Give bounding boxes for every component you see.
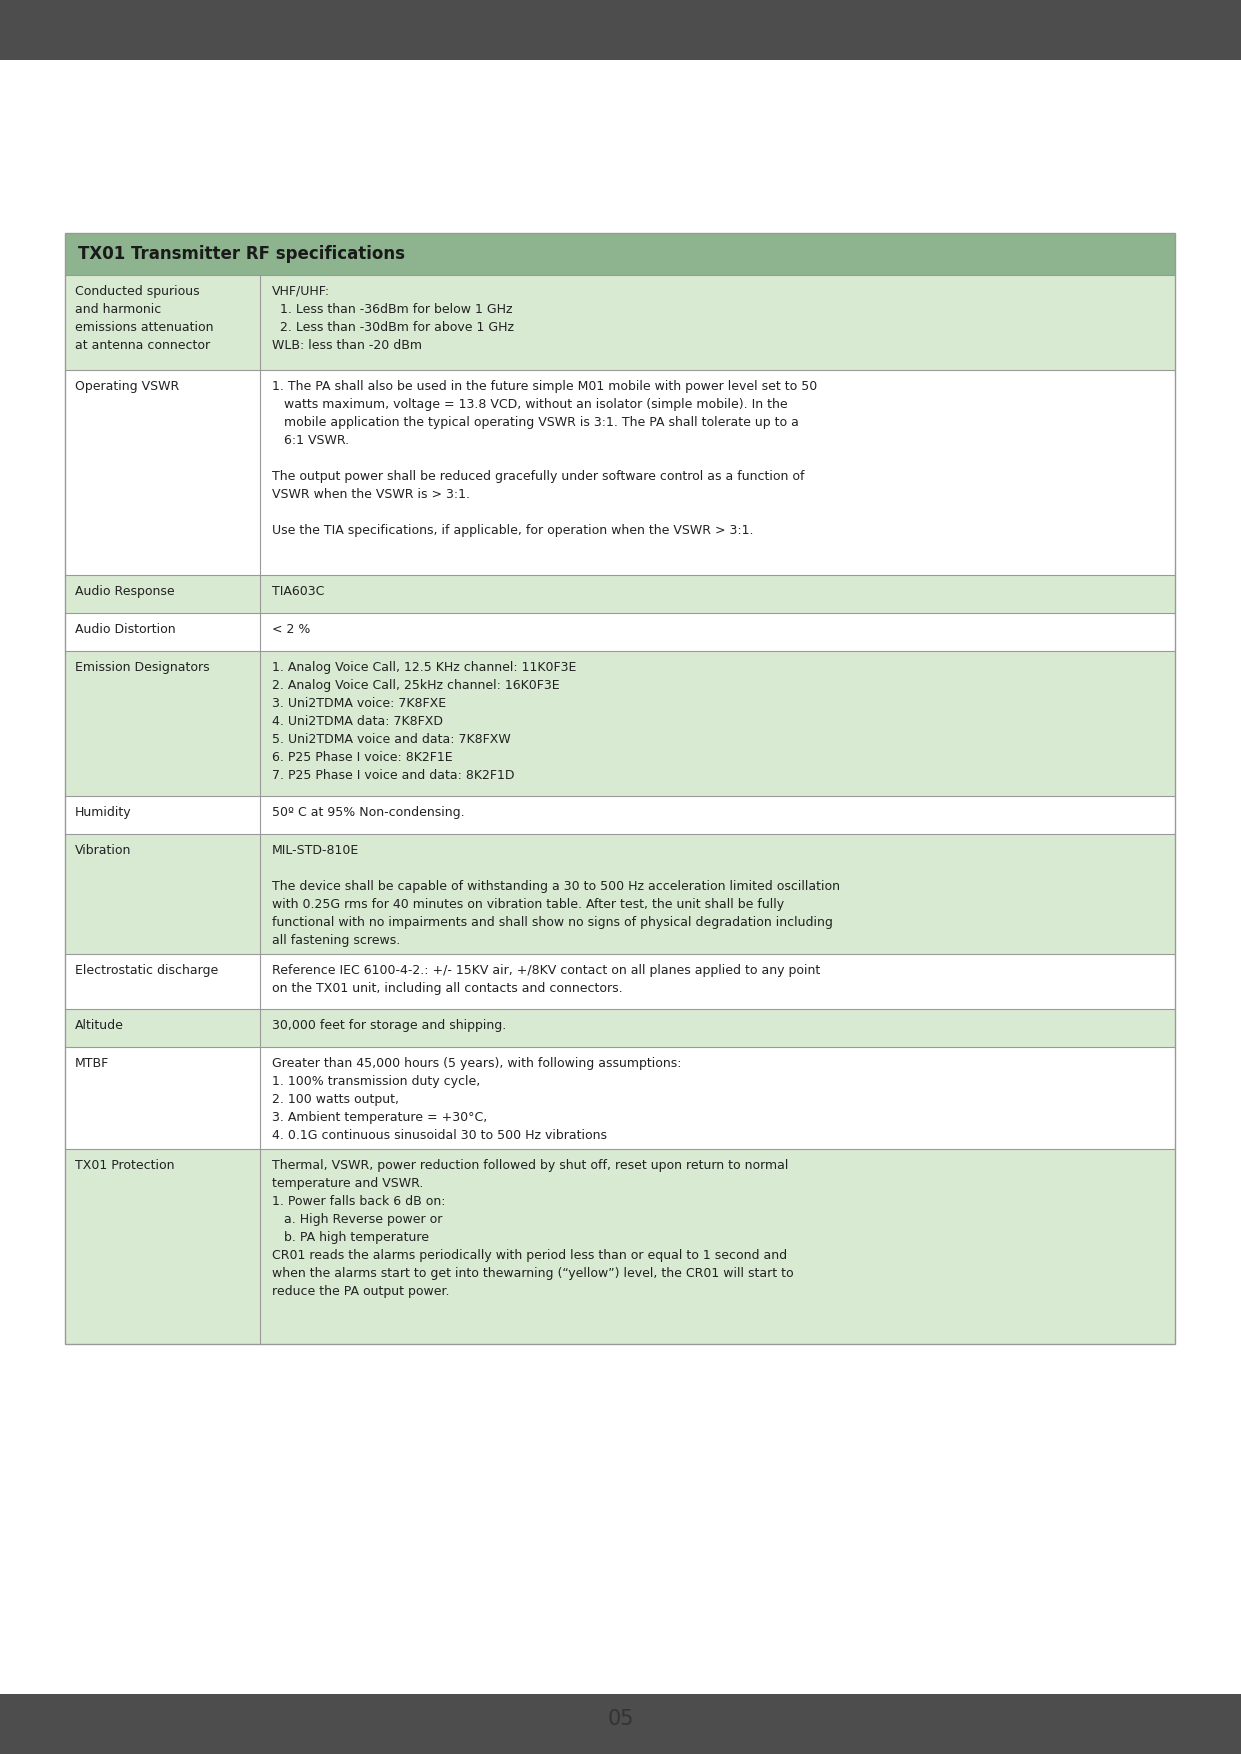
Text: Audio Distortion: Audio Distortion: [74, 623, 176, 637]
Bar: [65, 833, 1175, 954]
Text: Emission Designators: Emission Designators: [74, 661, 210, 674]
Text: Altitude: Altitude: [74, 1019, 124, 1031]
Text: Audio Response: Audio Response: [74, 586, 175, 598]
Text: TX01 Protection: TX01 Protection: [74, 1159, 175, 1172]
Text: Vibration: Vibration: [74, 844, 132, 858]
Text: Greater than 45,000 hours (5 years), with following assumptions:
1. 100% transmi: Greater than 45,000 hours (5 years), wit…: [272, 1058, 681, 1142]
Bar: [65, 1009, 1175, 1047]
Text: Operating VSWR: Operating VSWR: [74, 381, 179, 393]
Bar: [0, 1694, 1241, 1754]
Bar: [65, 233, 1175, 1344]
Text: Humidity: Humidity: [74, 807, 132, 819]
Bar: [65, 651, 1175, 796]
Bar: [65, 1149, 1175, 1344]
Bar: [65, 575, 1175, 612]
Text: 1. The PA shall also be used in the future simple M01 mobile with power level se: 1. The PA shall also be used in the futu…: [272, 381, 818, 537]
Text: < 2 %: < 2 %: [272, 623, 310, 637]
Bar: [65, 370, 1175, 575]
Text: TX01 Transmitter RF specifications: TX01 Transmitter RF specifications: [78, 246, 405, 263]
Text: Reference IEC 6100-4-2.: +/- 15KV air, +/8KV contact on all planes applied to an: Reference IEC 6100-4-2.: +/- 15KV air, +…: [272, 965, 820, 995]
Text: 1. Analog Voice Call, 12.5 KHz channel: 11K0F3E
2. Analog Voice Call, 25kHz chan: 1. Analog Voice Call, 12.5 KHz channel: …: [272, 661, 576, 782]
Bar: [65, 954, 1175, 1009]
Text: 50º C at 95% Non-condensing.: 50º C at 95% Non-condensing.: [272, 807, 464, 819]
Bar: [65, 275, 1175, 370]
Bar: [65, 796, 1175, 833]
Text: 30,000 feet for storage and shipping.: 30,000 feet for storage and shipping.: [272, 1019, 506, 1031]
Bar: [0, 0, 1241, 60]
Text: MIL-STD-810E

The device shall be capable of withstanding a 30 to 500 Hz acceler: MIL-STD-810E The device shall be capable…: [272, 844, 840, 947]
Text: Electrostatic discharge: Electrostatic discharge: [74, 965, 218, 977]
Text: Conducted spurious
and harmonic
emissions attenuation
at antenna connector: Conducted spurious and harmonic emission…: [74, 284, 213, 353]
Text: 05: 05: [607, 1708, 634, 1729]
Bar: [65, 1047, 1175, 1149]
Text: TIA603C: TIA603C: [272, 586, 324, 598]
Bar: [65, 612, 1175, 651]
Text: Thermal, VSWR, power reduction followed by shut off, reset upon return to normal: Thermal, VSWR, power reduction followed …: [272, 1159, 794, 1298]
Text: MTBF: MTBF: [74, 1058, 109, 1070]
Text: VHF/UHF:
  1. Less than -36dBm for below 1 GHz
  2. Less than -30dBm for above 1: VHF/UHF: 1. Less than -36dBm for below 1…: [272, 284, 514, 353]
Bar: [65, 233, 1175, 275]
